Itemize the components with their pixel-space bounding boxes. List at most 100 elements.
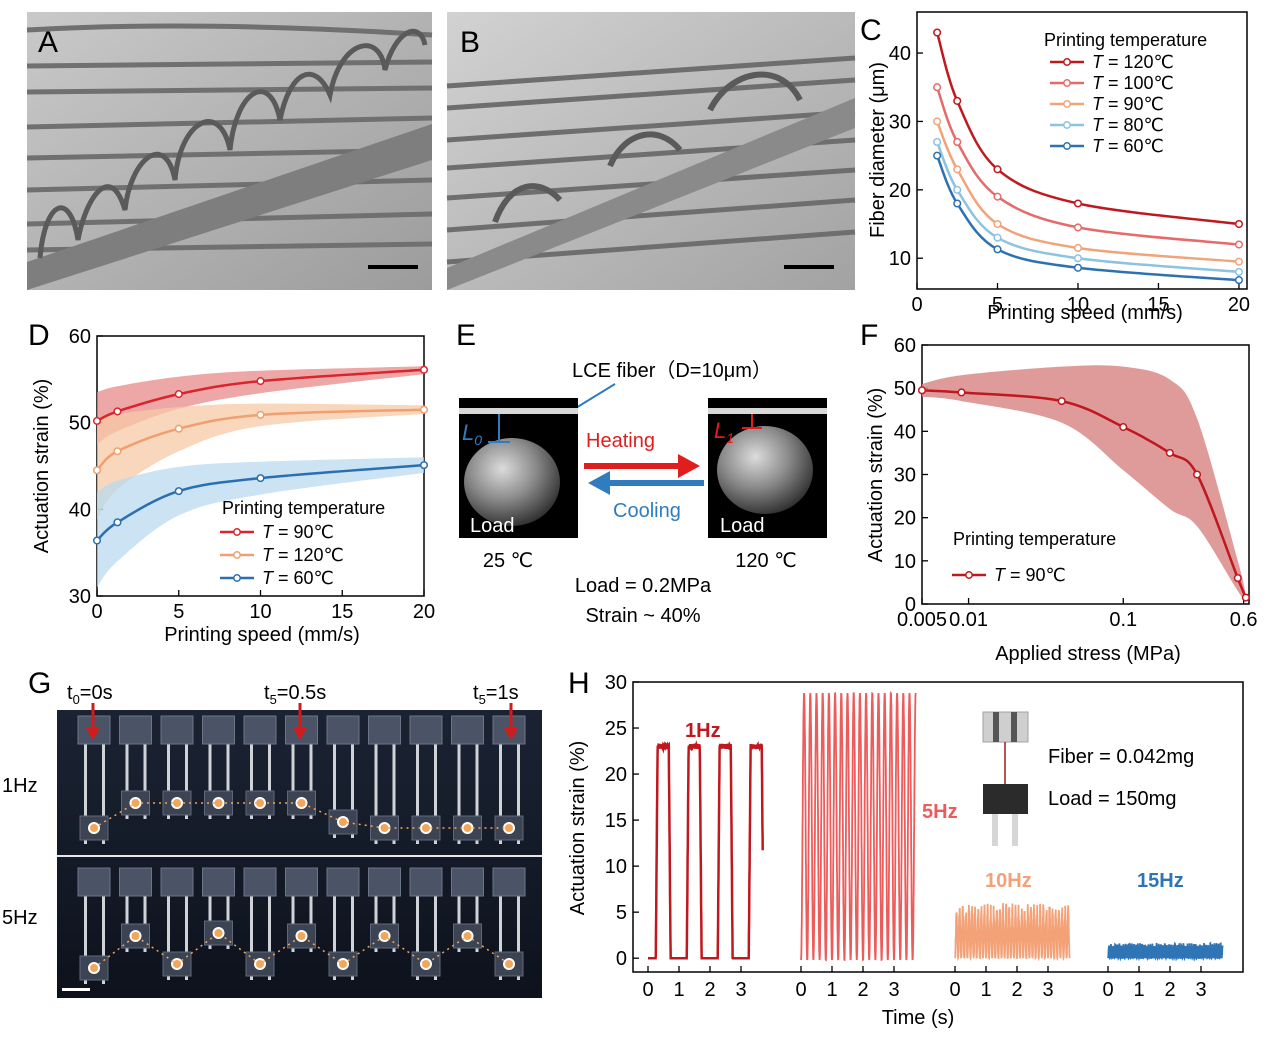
load-block (453, 923, 482, 949)
temp-left: 25 ℃ (483, 550, 533, 572)
x-axis-label-c: Printing speed (mm/s) (987, 302, 1183, 324)
x-axis-label-h: Time (s) (882, 1007, 955, 1029)
data-point-c (993, 233, 1002, 242)
marks-c (933, 28, 1244, 285)
data-point-c (953, 96, 962, 105)
y-tick-label-f: 50 (894, 378, 916, 400)
y-tick-label-h: 10 (605, 856, 627, 878)
sem-b-ridge (447, 98, 855, 290)
time-label-t0: t0=0s (67, 682, 113, 707)
top-clamp (326, 867, 360, 897)
y-tick-label-h: 25 (605, 718, 627, 740)
scale-bar-g (62, 988, 90, 991)
guide-rod (102, 890, 105, 984)
plot-frame-h (632, 681, 1244, 973)
legend-title-f: Printing temperature (953, 529, 1116, 549)
top-clamp (368, 867, 401, 897)
label-5hz: 5Hz (922, 801, 958, 823)
label-1hz: 1Hz (685, 720, 721, 742)
y-tick-label-d: 40 (69, 499, 91, 521)
inset-fiber-mass: Fiber = 0.042mg (1048, 746, 1194, 768)
y-tick-label-f: 40 (894, 421, 916, 443)
data-point-f (1193, 470, 1202, 479)
panel-a: A (26, 12, 433, 290)
guide-rod (291, 738, 295, 819)
x-tick-label-h: 2 (857, 979, 868, 1001)
x-tick-label-c: 5 (992, 294, 1003, 316)
error-band-f (922, 365, 1246, 602)
guide-rod (374, 738, 378, 844)
guide-rod (84, 738, 87, 844)
data-point-c (933, 117, 942, 126)
y-tick-label-h: 5 (616, 902, 627, 924)
guide-rod (351, 738, 354, 838)
x-tick-label-h: 2 (704, 979, 715, 1001)
top-clamp (77, 867, 111, 897)
x-tick-label-d: 0 (91, 601, 102, 623)
top-clamp (119, 715, 152, 745)
data-point-f (1241, 593, 1250, 602)
l0-label: L0 (462, 420, 482, 448)
y-tick-label-f: 0 (905, 594, 916, 616)
data-point-c (1234, 219, 1244, 229)
data-point-f (917, 386, 927, 395)
guide-rod (226, 738, 230, 819)
legend-marker (233, 551, 241, 559)
data-point-d (92, 416, 102, 425)
guide-rod (475, 738, 479, 844)
data-point-c (1073, 199, 1083, 208)
inset-device (982, 711, 1029, 846)
x-tick-label-f: 0.005 (897, 609, 947, 631)
guide-rod (143, 738, 147, 819)
load-marker (503, 958, 515, 970)
load-marker (171, 797, 183, 809)
guide-rod (517, 890, 520, 980)
legend-label: T = 90℃ (1092, 94, 1164, 114)
trajectory-line (93, 932, 510, 969)
inset-load-mass: Load = 150mg (1048, 788, 1176, 810)
load-marker (378, 930, 391, 942)
guide-rod (374, 890, 378, 952)
x-tick-label-d: 15 (331, 601, 353, 623)
data-point-d (419, 461, 429, 470)
x-tick-label-h: 1 (980, 979, 991, 1001)
data-point-c (1234, 257, 1244, 266)
y-tick-label-d: 50 (69, 413, 91, 435)
x-tick-label-h: 0 (795, 979, 806, 1001)
top-clamp (451, 715, 484, 745)
guide-rod (434, 890, 437, 980)
y-tick-label-h: 20 (605, 764, 627, 786)
legend-marker (1063, 58, 1071, 66)
x-tick-label-h: 2 (1164, 979, 1175, 1001)
cooling-arrow-head (588, 471, 610, 495)
data-point-c (1073, 263, 1083, 272)
strain-value: Strain ~ 40% (585, 605, 700, 627)
data-point-f (1057, 397, 1066, 406)
series-line-h-1Hz (648, 740, 764, 960)
scale-bar-b (784, 265, 834, 269)
data-point-c (953, 137, 962, 147)
legend-label: T = 60℃ (262, 568, 334, 588)
plot-frame-c (916, 11, 1248, 290)
x-tick-label-h: 3 (1042, 979, 1053, 1001)
y-tick-label-h: 30 (605, 672, 627, 694)
data-point-d (92, 536, 102, 545)
series-line-d (96, 368, 425, 423)
legend-label: T = 120℃ (1092, 52, 1174, 72)
guide-rod (475, 890, 479, 952)
heating-arrow (584, 463, 680, 469)
legend-title-c: Printing temperature (1044, 30, 1207, 50)
data-point-c (933, 28, 942, 37)
panel-e: E LCE fiber（D=10μm） L0 Load 25 ℃ L1 Load… (456, 319, 827, 627)
time-arrow-head (86, 728, 100, 740)
panel-label-d: D (28, 319, 50, 352)
marks-d (92, 365, 429, 588)
series-line-f (921, 389, 1247, 598)
legend-label: T = 90℃ (994, 565, 1066, 585)
temp-right: 120 ℃ (735, 550, 796, 572)
guide-rod (208, 890, 212, 949)
y-axis-label-f: Actuation strain (%) (865, 388, 887, 563)
legend-marker (233, 574, 241, 582)
